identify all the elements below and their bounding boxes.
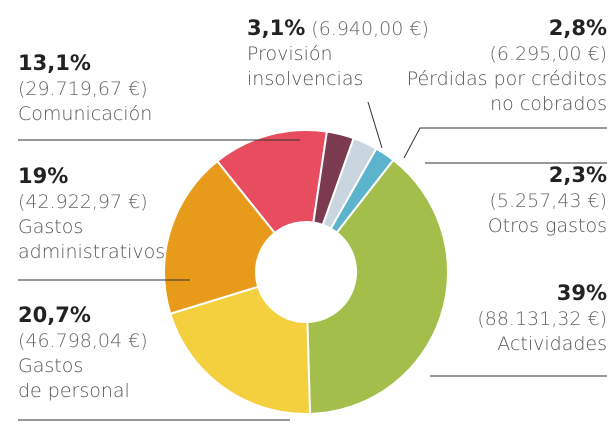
slice-label: 13,1% (29.719,67 €) Comunicación: [18, 51, 152, 125]
category-label: Comunicación: [18, 103, 152, 125]
donut: [163, 129, 449, 415]
slice-label: 39% (88.131,32 €) Actividades: [477, 281, 607, 355]
value-label: 2,8%: [549, 16, 607, 40]
value-label: 2,3%: [549, 163, 607, 187]
slice-label: 20,7% (46.798,04 €) Gastos de personal: [18, 303, 148, 402]
amount-label: (29.719,67 €): [18, 78, 148, 100]
value-label: 39%: [557, 281, 607, 305]
leader-line: [367, 101, 383, 149]
slice: [163, 159, 277, 316]
value-label: 20,7%: [18, 303, 91, 327]
slice-label: 19% (42.922,97 €) Gastos administrativos: [18, 164, 165, 263]
category-label: Actividades: [497, 333, 607, 355]
slice: [306, 158, 449, 415]
amount-label: (46.798,04 €): [18, 330, 148, 352]
slice-label: 2,8% (6.295,00 €) Pérdidas por créditos no …: [407, 16, 607, 115]
leaders: [18, 101, 607, 421]
slice: [169, 285, 312, 415]
amount-label: (6.295,00 €): [489, 43, 607, 65]
value-label: 3,1%: [247, 16, 305, 40]
category-label: Gastos de personal: [18, 355, 130, 402]
amount-label: (6.940,00 €): [311, 18, 429, 40]
amount-label: (5.257,43 €): [489, 190, 607, 212]
slice: [215, 129, 329, 235]
category-label: Gastos administrativos: [18, 216, 165, 263]
slice-label: 2,3% (5.257,43 €) Otros gastos: [488, 163, 607, 237]
amount-label: (42.922,97 €): [18, 191, 148, 213]
category-label: Otros gastos: [488, 215, 607, 237]
amount-label: (88.131,32 €): [477, 308, 607, 330]
slice-label: 3,1% (6.940,00 €) Provisión insolvencias: [247, 16, 429, 90]
value-label: 19%: [18, 164, 68, 188]
category-label: Pérdidas por créditos no cobrados: [407, 68, 607, 115]
category-label: Provisión insolvencias: [247, 43, 363, 90]
leader-line: [403, 127, 607, 159]
label-head: 3,1% (6.940,00 €): [247, 16, 429, 40]
value-label: 13,1%: [18, 51, 91, 75]
